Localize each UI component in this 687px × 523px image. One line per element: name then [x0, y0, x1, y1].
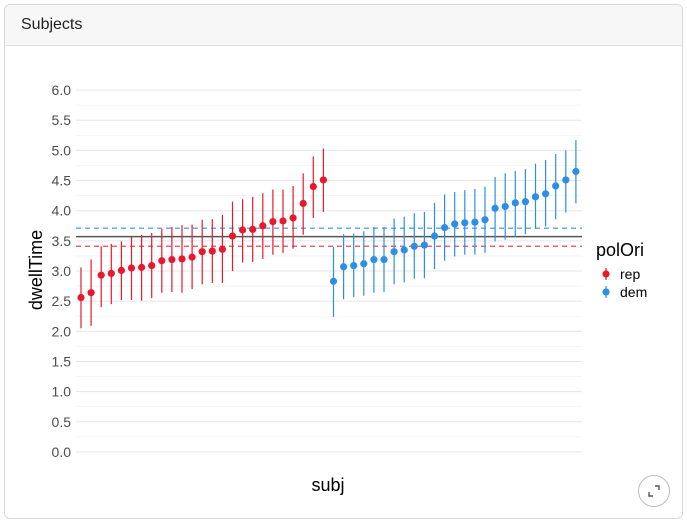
dem-point — [481, 216, 489, 224]
x-axis-label: subj — [311, 475, 344, 495]
dem-point — [491, 204, 499, 212]
dem-point — [400, 246, 408, 254]
rep-series — [77, 148, 327, 329]
dem-point — [552, 182, 560, 190]
grid-lines — [76, 89, 582, 453]
dem-point — [461, 219, 469, 227]
rep-point — [289, 214, 297, 222]
dem-point — [430, 232, 439, 240]
dem-point — [350, 261, 358, 270]
y-tick-label: 3.0 — [52, 263, 72, 279]
dem-point — [451, 220, 459, 228]
dem-series — [329, 140, 580, 317]
rep-point — [228, 232, 237, 240]
y-tick-label: 5.0 — [52, 142, 72, 158]
expand-icon — [648, 485, 660, 497]
rep-point — [309, 182, 317, 191]
legend-label-dem: dem — [620, 284, 647, 300]
rep-point — [259, 222, 267, 230]
dem-point — [360, 260, 368, 268]
rep-point — [299, 199, 307, 208]
reference-lines — [76, 227, 582, 247]
data-series — [77, 140, 580, 329]
rep-point — [319, 176, 327, 184]
y-tick-label: 5.5 — [52, 112, 72, 128]
card-header: Subjects — [5, 5, 682, 46]
dem-point — [370, 255, 378, 264]
rep-point — [208, 247, 216, 255]
y-tick-label: 6.0 — [52, 82, 72, 98]
legend-label-rep: rep — [620, 266, 640, 282]
rep-point — [168, 255, 176, 264]
dem-point — [562, 176, 570, 184]
rep-point — [117, 266, 125, 274]
y-tick-label: 2.5 — [52, 293, 72, 309]
y-tick-label: 1.0 — [52, 384, 72, 400]
y-tick-label: 2.0 — [52, 323, 72, 339]
legend-key-rep — [602, 270, 610, 278]
y-tick-label: 1.5 — [52, 353, 72, 369]
rep-point — [218, 245, 226, 253]
dem-point — [380, 255, 388, 264]
rep-point — [239, 226, 247, 234]
y-tick-labels: 0.0 0.5 1.0 1.5 2.0 2.5 3.0 3.5 4.0 4.5 5.0 5.5 6.0 — [52, 82, 72, 460]
legend-key-dem — [602, 288, 610, 296]
dem-point — [441, 223, 449, 232]
dem-point — [340, 263, 348, 271]
dem-point — [511, 199, 519, 207]
expand-button[interactable] — [638, 475, 670, 507]
rep-point — [158, 257, 166, 265]
y-tick-label: 0.5 — [52, 414, 72, 430]
dem-point — [420, 241, 428, 249]
legend: polOri rep dem — [596, 240, 647, 300]
y-tick-label: 0.0 — [52, 444, 72, 460]
dem-point — [531, 193, 540, 201]
y-tick-label: 4.0 — [52, 203, 72, 219]
rep-point — [279, 217, 287, 225]
rep-point — [188, 253, 196, 261]
rep-point — [87, 289, 95, 297]
dem-point — [501, 202, 509, 211]
dem-point — [390, 248, 398, 256]
y-tick-label: 4.5 — [52, 173, 72, 189]
rep-point — [198, 248, 206, 256]
y-tick-label: 3.5 — [52, 233, 72, 249]
rep-point — [127, 264, 136, 272]
rep-point — [148, 261, 156, 270]
rep-point — [269, 217, 277, 226]
dem-point — [521, 198, 530, 206]
dem-point — [410, 242, 418, 250]
card-title: Subjects — [21, 16, 83, 33]
dem-point — [572, 167, 580, 176]
y-axis-label: dwellTime — [26, 230, 46, 310]
dem-point — [471, 218, 479, 226]
rep-point — [107, 269, 115, 278]
dem-point — [329, 277, 338, 285]
rep-point — [249, 225, 257, 233]
legend-title: polOri — [596, 240, 644, 260]
rep-point — [178, 255, 186, 263]
rep-point — [77, 293, 85, 302]
rep-point — [138, 263, 146, 271]
rep-point — [97, 271, 105, 279]
dem-point — [542, 190, 550, 198]
